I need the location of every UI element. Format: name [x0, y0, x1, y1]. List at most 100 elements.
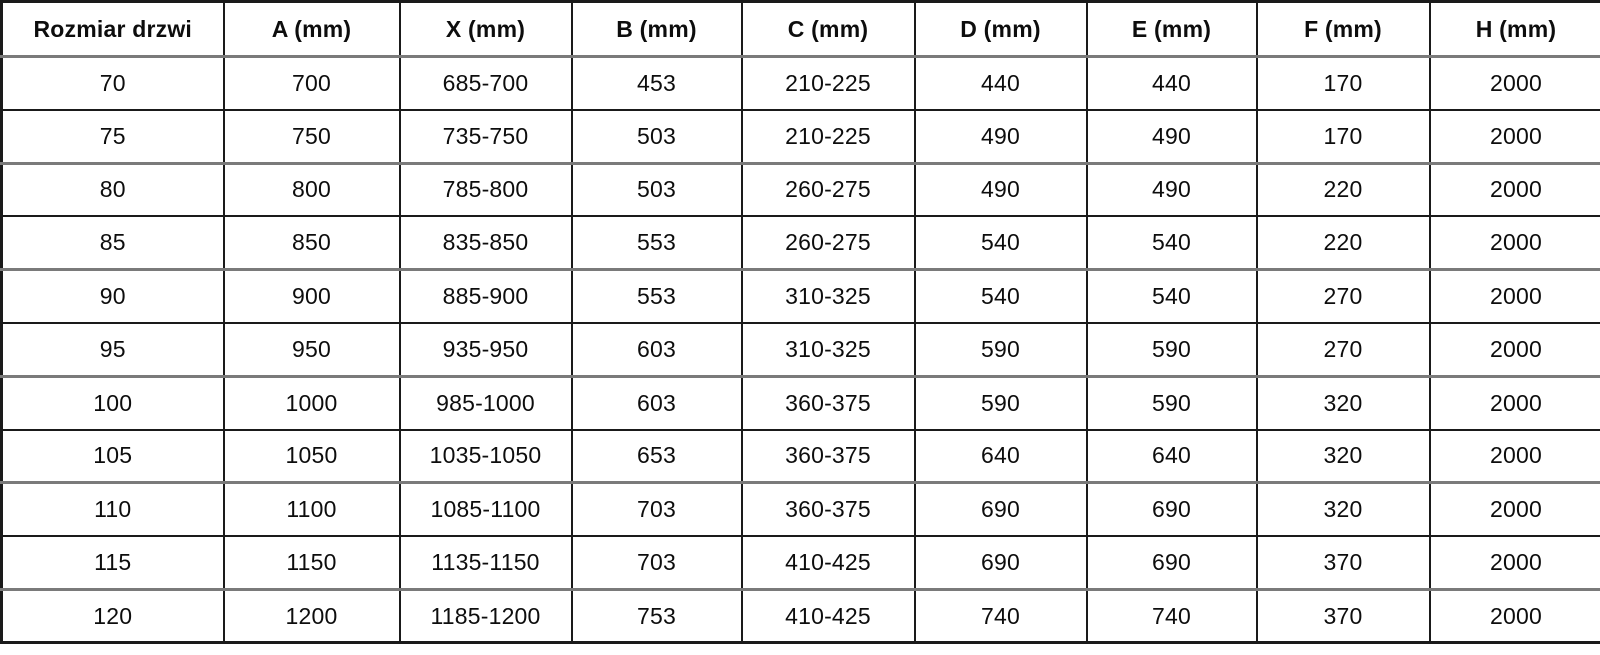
table-cell: 850 [222, 216, 401, 272]
table-row: 90 900 885-900 553 310-325 540 540 270 2000 [0, 269, 1600, 324]
table-cell: 603 [570, 322, 743, 378]
column-header-0: Rozmiar drzwi [0, 0, 225, 58]
table-cell: 120 [0, 589, 225, 645]
table-cell: 690 [913, 482, 1088, 538]
table-row: 80 800 785-800 503 260-275 490 490 220 2000 [0, 163, 1600, 218]
table-cell: 2000 [1428, 109, 1600, 165]
table-cell: 90 [0, 269, 225, 324]
table-cell: 2000 [1428, 322, 1600, 378]
table-cell: 95 [0, 322, 225, 378]
table-cell: 210-225 [740, 56, 916, 111]
table-cell: 370 [1255, 536, 1431, 591]
table-cell: 935-950 [398, 322, 573, 378]
table-cell: 503 [570, 163, 743, 218]
table-cell: 360-375 [740, 376, 916, 431]
table-cell: 2000 [1428, 269, 1600, 324]
table-cell: 553 [570, 216, 743, 272]
table-cell: 310-325 [740, 269, 916, 324]
table-header-row: Rozmiar drzwi A (mm) X (mm) B (mm) C (mm) D (… [0, 0, 1600, 58]
table-cell: 440 [913, 56, 1088, 111]
table-cell: 590 [1085, 376, 1258, 431]
table-cell: 703 [570, 482, 743, 538]
table-row: 115 1150 1135-1150 703 410-425 690 690 370 2000 [0, 536, 1600, 591]
table-cell: 440 [1085, 56, 1258, 111]
table-cell: 735-750 [398, 109, 573, 165]
table-cell: 270 [1255, 322, 1431, 378]
table-row: 95 950 935-950 603 310-325 590 590 270 2000 [0, 322, 1600, 378]
table-cell: 1035-1050 [398, 429, 573, 485]
table-cell: 503 [570, 109, 743, 165]
table-row: 85 850 835-850 553 260-275 540 540 220 2000 [0, 216, 1600, 272]
table-cell: 270 [1255, 269, 1431, 324]
table-cell: 740 [913, 589, 1088, 645]
table-cell: 360-375 [740, 482, 916, 538]
table-cell: 590 [1085, 322, 1258, 378]
table-cell: 553 [570, 269, 743, 324]
table-cell: 1100 [222, 482, 401, 538]
table-cell: 410-425 [740, 589, 916, 645]
column-header-2: X (mm) [398, 0, 573, 58]
table-cell: 110 [0, 482, 225, 538]
column-header-6: E (mm) [1085, 0, 1258, 58]
table-cell: 115 [0, 536, 225, 591]
table-cell: 950 [222, 322, 401, 378]
table-cell: 490 [1085, 163, 1258, 218]
table-cell: 1200 [222, 589, 401, 645]
table-cell: 703 [570, 536, 743, 591]
table-cell: 1085-1100 [398, 482, 573, 538]
table-cell: 260-275 [740, 216, 916, 272]
table-cell: 2000 [1428, 163, 1600, 218]
table-cell: 750 [222, 109, 401, 165]
table-cell: 590 [913, 322, 1088, 378]
table-cell: 2000 [1428, 536, 1600, 591]
column-header-5: D (mm) [913, 0, 1088, 58]
table-cell: 370 [1255, 589, 1431, 645]
table-cell: 490 [913, 109, 1088, 165]
table-cell: 170 [1255, 109, 1431, 165]
column-header-1: A (mm) [222, 0, 401, 58]
table-cell: 453 [570, 56, 743, 111]
table-cell: 540 [913, 216, 1088, 272]
table-cell: 2000 [1428, 216, 1600, 272]
column-header-4: C (mm) [740, 0, 916, 58]
table-cell: 75 [0, 109, 225, 165]
table-row: 110 1100 1085-1100 703 360-375 690 690 320 2000 [0, 482, 1600, 538]
table-cell: 1050 [222, 429, 401, 485]
table-cell: 653 [570, 429, 743, 485]
table-cell: 1150 [222, 536, 401, 591]
table-cell: 310-325 [740, 322, 916, 378]
table-cell: 640 [1085, 429, 1258, 485]
column-header-8: H (mm) [1428, 0, 1600, 58]
table-cell: 320 [1255, 429, 1431, 485]
table-cell: 100 [0, 376, 225, 431]
table-cell: 105 [0, 429, 225, 485]
table-cell: 220 [1255, 163, 1431, 218]
table-cell: 490 [913, 163, 1088, 218]
table-row: 120 1200 1185-1200 753 410-425 740 740 370 2000 [0, 589, 1600, 645]
table-cell: 85 [0, 216, 225, 272]
column-header-7: F (mm) [1255, 0, 1431, 58]
table-cell: 700 [222, 56, 401, 111]
table-cell: 2000 [1428, 56, 1600, 111]
table-cell: 753 [570, 589, 743, 645]
table-cell: 800 [222, 163, 401, 218]
table-cell: 2000 [1428, 429, 1600, 485]
table-cell: 1000 [222, 376, 401, 431]
table-cell: 80 [0, 163, 225, 218]
table-cell: 690 [1085, 482, 1258, 538]
table-cell: 540 [1085, 269, 1258, 324]
table-cell: 835-850 [398, 216, 573, 272]
column-header-3: B (mm) [570, 0, 743, 58]
table-row: 75 750 735-750 503 210-225 490 490 170 2000 [0, 109, 1600, 165]
table-cell: 785-800 [398, 163, 573, 218]
table-cell: 603 [570, 376, 743, 431]
table-body: 70 700 685-700 453 210-225 440 440 170 2000 75 750… [0, 56, 1600, 645]
table-cell: 2000 [1428, 376, 1600, 431]
table-cell: 690 [1085, 536, 1258, 591]
table-cell: 320 [1255, 482, 1431, 538]
table-cell: 590 [913, 376, 1088, 431]
table-cell: 985-1000 [398, 376, 573, 431]
table-cell: 170 [1255, 56, 1431, 111]
